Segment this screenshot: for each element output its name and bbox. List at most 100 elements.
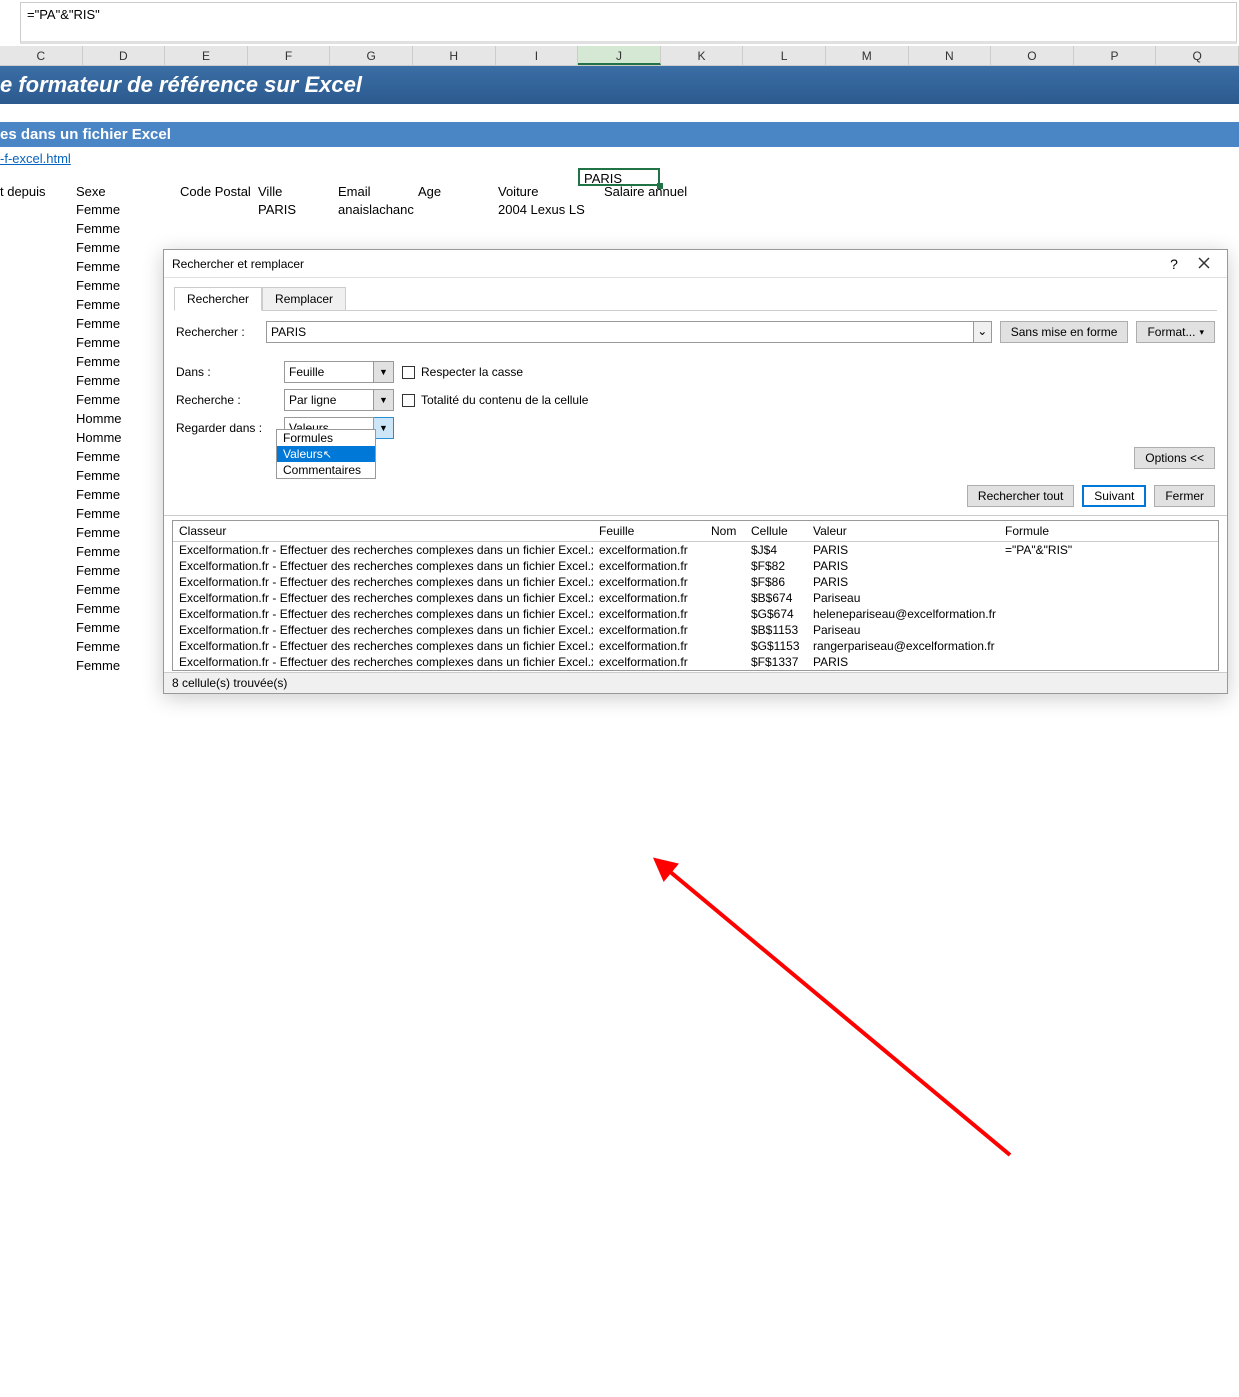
cell[interactable]: Femme <box>76 599 120 618</box>
results-row[interactable]: Excelformation.fr - Effectuer des recher… <box>173 606 1218 622</box>
dropdown-item[interactable]: Formules <box>277 430 375 446</box>
cell[interactable]: Femme <box>76 485 120 504</box>
whole-checkbox[interactable] <box>402 394 415 407</box>
cell[interactable]: Femme <box>76 333 120 352</box>
cell[interactable]: Femme <box>76 542 120 561</box>
find-next-button[interactable]: Suivant <box>1082 485 1146 507</box>
results-cell: ="PA"&"RIS" <box>999 542 1179 558</box>
results-cell: helenepariseau@excelformation.fr <box>807 606 999 622</box>
column-header[interactable]: K <box>661 46 744 65</box>
column-header[interactable]: I <box>496 46 579 65</box>
results-cell: excelformation.fr <box>593 542 705 558</box>
column-header[interactable]: M <box>826 46 909 65</box>
cell[interactable]: Femme <box>76 561 120 580</box>
results-cell: excelformation.fr <box>593 574 705 590</box>
html-link[interactable]: -f-excel.html <box>0 147 1239 170</box>
by-combo[interactable]: Par ligne ▼ <box>284 389 394 411</box>
cell[interactable]: Femme <box>76 352 120 371</box>
results-column-header[interactable]: Formule <box>999 521 1179 541</box>
cell[interactable]: Femme <box>76 295 120 314</box>
close-icon[interactable] <box>1189 256 1219 272</box>
cell[interactable]: Femme <box>76 656 120 675</box>
cell[interactable]: Femme <box>76 618 120 637</box>
column-header[interactable]: G <box>330 46 413 65</box>
results-row[interactable]: Excelformation.fr - Effectuer des recher… <box>173 590 1218 606</box>
cell[interactable]: Femme <box>76 504 120 523</box>
formula-bar[interactable]: ="PA"&"RIS" <box>20 2 1237 44</box>
results-row[interactable]: Excelformation.fr - Effectuer des recher… <box>173 574 1218 590</box>
format-button[interactable]: Format... <box>1136 321 1215 343</box>
results-column-header[interactable]: Valeur <box>807 521 999 541</box>
cell[interactable]: Femme <box>76 371 120 390</box>
table-column-header: Ville <box>258 184 282 199</box>
column-header[interactable]: E <box>165 46 248 65</box>
find-all-button[interactable]: Rechercher tout <box>967 485 1074 507</box>
results-column-header[interactable]: Feuille <box>593 521 705 541</box>
results-cell <box>705 606 745 622</box>
case-checkbox[interactable] <box>402 366 415 379</box>
cursor-icon: ↖ <box>323 448 332 461</box>
no-format-button[interactable]: Sans mise en forme <box>1000 321 1129 343</box>
chevron-down-icon[interactable]: ▼ <box>374 389 394 411</box>
in-combo[interactable]: Feuille ▼ <box>284 361 394 383</box>
results-cell: $F$82 <box>745 558 807 574</box>
cell[interactable]: PARIS <box>258 200 296 219</box>
cell[interactable]: Femme <box>76 390 120 409</box>
dropdown-item[interactable]: Valeurs ↖ <box>277 446 375 462</box>
results-row[interactable]: Excelformation.fr - Effectuer des recher… <box>173 542 1218 558</box>
cell[interactable]: Femme <box>76 314 120 333</box>
chevron-down-icon[interactable]: ▼ <box>374 417 394 439</box>
title-banner: e formateur de référence sur Excel <box>0 66 1239 104</box>
in-label: Dans : <box>176 365 276 379</box>
column-header[interactable]: L <box>743 46 826 65</box>
column-header[interactable]: F <box>248 46 331 65</box>
cell[interactable]: Femme <box>76 238 120 257</box>
close-button[interactable]: Fermer <box>1154 485 1215 507</box>
search-history-dropdown[interactable]: ⌄ <box>974 321 992 343</box>
column-header[interactable]: Q <box>1156 46 1239 65</box>
results-row[interactable]: Excelformation.fr - Effectuer des recher… <box>173 622 1218 638</box>
tab-replace[interactable]: Remplacer <box>262 287 346 311</box>
dropdown-item[interactable]: Commentaires <box>277 462 375 478</box>
column-header[interactable]: H <box>413 46 496 65</box>
results-row[interactable]: Excelformation.fr - Effectuer des recher… <box>173 638 1218 654</box>
results-row[interactable]: Excelformation.fr - Effectuer des recher… <box>173 558 1218 574</box>
column-header[interactable]: N <box>909 46 992 65</box>
table-row: 2016Femme75001PARISanaislachanc562004 Le… <box>0 200 1239 219</box>
column-header[interactable]: O <box>991 46 1074 65</box>
cell[interactable]: Femme <box>76 523 120 542</box>
results-cell: excelformation.fr <box>593 590 705 606</box>
cell[interactable]: Homme <box>76 409 122 428</box>
cell[interactable]: Homme <box>76 428 122 447</box>
results-column-header[interactable]: Cellule <box>745 521 807 541</box>
search-input[interactable] <box>266 321 974 343</box>
column-header[interactable]: J <box>578 46 661 65</box>
options-button[interactable]: Options << <box>1134 447 1215 469</box>
table-column-header: Code Postal <box>180 184 251 199</box>
dialog-titlebar[interactable]: Rechercher et remplacer ? <box>164 250 1227 278</box>
column-header[interactable]: C <box>0 46 83 65</box>
cell[interactable]: Femme <box>76 447 120 466</box>
results-column-header[interactable]: Nom <box>705 521 745 541</box>
cell[interactable]: Femme <box>76 257 120 276</box>
cell[interactable]: Femme <box>76 580 120 599</box>
status-bar: 8 cellule(s) trouvée(s) <box>164 672 1227 693</box>
cell[interactable]: Femme <box>76 466 120 485</box>
cell[interactable]: Femme <box>76 200 120 219</box>
cell[interactable]: anaislachanc <box>338 200 414 219</box>
table-column-header: Voiture <box>498 184 538 199</box>
tab-search[interactable]: Rechercher <box>174 287 262 311</box>
results-cell <box>999 590 1179 606</box>
cell[interactable]: 2004 Lexus LS <box>498 200 585 219</box>
column-header[interactable]: D <box>83 46 166 65</box>
cell[interactable]: Femme <box>76 637 120 656</box>
help-icon[interactable]: ? <box>1159 256 1189 272</box>
column-header[interactable]: P <box>1074 46 1157 65</box>
results-cell <box>705 574 745 590</box>
chevron-down-icon[interactable]: ▼ <box>374 361 394 383</box>
results-cell: $J$4 <box>745 542 807 558</box>
cell[interactable]: Femme <box>76 276 120 295</box>
cell[interactable]: Femme <box>76 219 120 238</box>
results-row[interactable]: Excelformation.fr - Effectuer des recher… <box>173 654 1218 670</box>
results-column-header[interactable]: Classeur <box>173 521 593 541</box>
